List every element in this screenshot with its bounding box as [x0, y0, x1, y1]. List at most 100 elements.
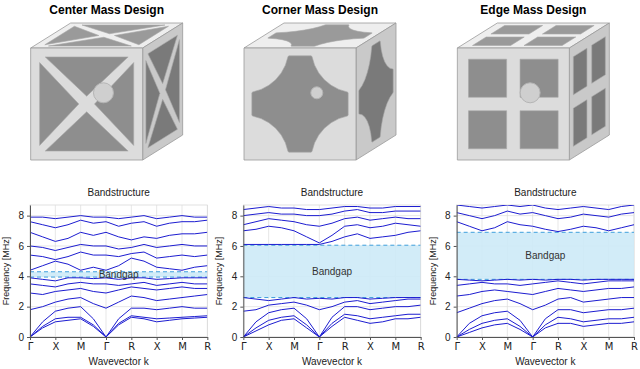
band — [30, 244, 207, 250]
tick-label: Γ — [530, 341, 536, 352]
tick-label: M — [178, 341, 187, 352]
tick: M — [392, 337, 401, 352]
cube-cutout — [592, 88, 606, 135]
band — [457, 298, 634, 313]
axis-line — [31, 337, 208, 338]
tick-label: Γ — [454, 341, 460, 352]
tick-mark — [240, 307, 243, 308]
cube-cutout — [524, 37, 576, 46]
tick-mark — [207, 337, 208, 340]
tick: 0 — [445, 332, 457, 343]
tick: R — [128, 337, 135, 352]
tick: 2 — [232, 301, 244, 312]
tick-label: 4 — [232, 271, 238, 282]
axis-line — [30, 206, 31, 338]
tick-mark — [240, 337, 243, 338]
tick-mark — [634, 337, 635, 340]
tick-label: 4 — [445, 271, 451, 282]
y-axis-title: Frequency [MHz] — [1, 237, 11, 306]
cube-cutout — [359, 41, 393, 142]
axis-line — [243, 206, 244, 338]
tick-mark — [454, 276, 457, 277]
y-axis: 02468 — [18, 206, 30, 343]
grid-line — [30, 245, 207, 246]
tick-mark — [454, 216, 457, 217]
tick-label: R — [342, 341, 349, 352]
grid — [457, 205, 634, 337]
tick: 4 — [232, 271, 244, 282]
tick-label: M — [77, 341, 86, 352]
tick-label: R — [418, 341, 425, 352]
tick: M — [290, 337, 299, 352]
tick-mark — [27, 276, 30, 277]
inner-mass — [93, 83, 113, 103]
tick: 0 — [18, 332, 30, 343]
plot-frame — [457, 205, 634, 337]
band — [243, 305, 420, 337]
cube-right — [569, 23, 609, 160]
grid-line — [457, 306, 634, 307]
tick-mark — [240, 216, 243, 217]
tick-mark — [157, 337, 158, 340]
cube-cutout — [40, 63, 79, 146]
tick: X — [580, 337, 587, 352]
y-axis-title: Frequency [MHz] — [214, 237, 224, 306]
cube-cutout — [469, 59, 507, 97]
tick-mark — [319, 337, 320, 340]
inner-mass — [520, 83, 540, 103]
x-axis-title: Wavevector k — [89, 356, 150, 367]
tick-mark — [294, 337, 295, 340]
tick-label: M — [392, 341, 401, 352]
tick: X — [52, 337, 59, 352]
cube-cutout — [252, 56, 348, 152]
inner-mass — [311, 87, 323, 99]
figure: Center Mass DesignBandstructureBandgapΓX… — [0, 0, 640, 369]
tick-label: Γ — [104, 341, 110, 352]
band — [457, 222, 634, 232]
tick: 6 — [232, 241, 244, 252]
tick-label: X — [479, 341, 486, 352]
tick-label: 2 — [445, 301, 451, 312]
grid-line — [30, 205, 31, 337]
y-axis: 02468 — [445, 206, 457, 343]
tick: R — [418, 337, 425, 352]
grid — [30, 205, 207, 337]
band — [243, 223, 420, 243]
cube-cutout — [146, 61, 160, 144]
band — [457, 211, 634, 219]
tick-label: 0 — [232, 332, 238, 343]
axis-line — [457, 206, 458, 338]
band — [243, 217, 420, 226]
cube-cutout — [473, 37, 525, 46]
tick-label: R — [555, 341, 562, 352]
tick-label: M — [504, 341, 513, 352]
tick-label: R — [128, 341, 135, 352]
tick-label: 6 — [232, 241, 238, 252]
cube-cutout — [469, 111, 507, 149]
tick-label: R — [204, 341, 211, 352]
tick: 0 — [232, 332, 244, 343]
x-axis-title: Wavevector k — [515, 356, 576, 367]
bandgap-region — [457, 232, 634, 279]
tick-label: X — [367, 341, 374, 352]
cube-front — [31, 48, 143, 160]
band — [457, 322, 634, 337]
unit-cell — [457, 23, 609, 160]
tick-mark — [454, 337, 457, 338]
heading: Corner Mass Design — [262, 3, 378, 17]
tick-mark — [182, 337, 183, 340]
tick: Γ — [104, 337, 110, 352]
bandgap-region — [243, 245, 420, 297]
tick-mark — [240, 246, 243, 247]
tick-mark — [27, 307, 30, 308]
tick-mark — [370, 337, 371, 340]
tick: X — [367, 337, 374, 352]
tick: Γ — [317, 337, 323, 352]
tick-label: 0 — [445, 332, 451, 343]
chart-title: Bandstructure — [301, 187, 364, 198]
tick-label: 6 — [18, 241, 24, 252]
plot-area — [457, 205, 634, 337]
grid — [243, 205, 420, 337]
tick: 6 — [445, 241, 457, 252]
tick: M — [504, 337, 513, 352]
